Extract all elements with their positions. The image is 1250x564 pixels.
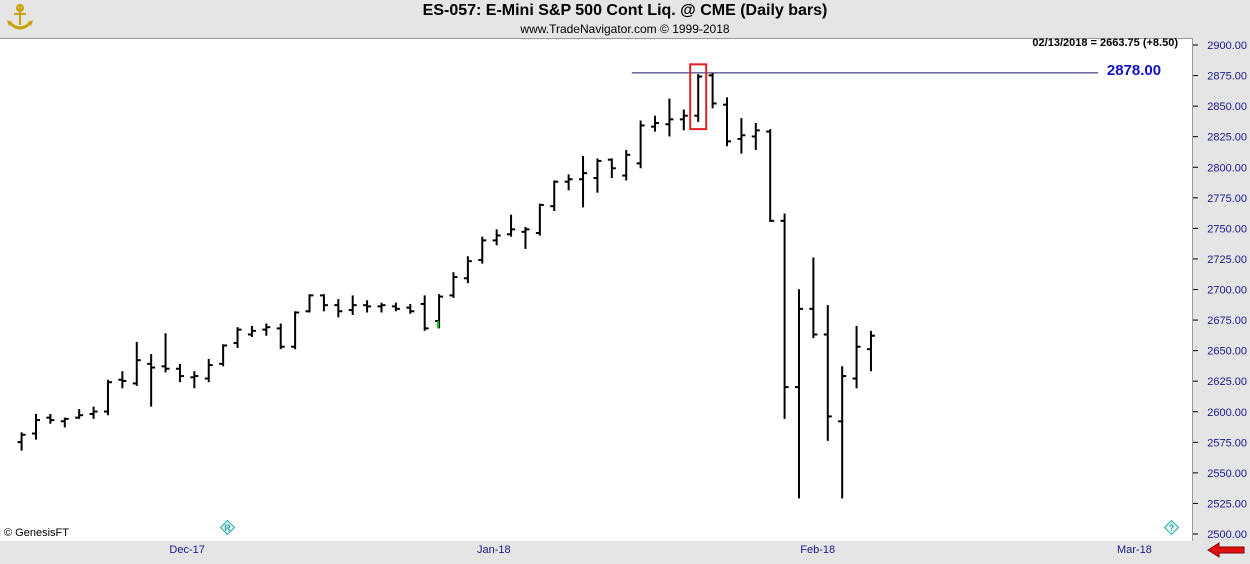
price-axis[interactable]: 2500.00 2525.00 2550.00 2575.00 2600.00 2625.… [1193, 38, 1250, 541]
ohlc-bar [46, 413, 55, 424]
ohlc-bar [363, 300, 372, 313]
ohlc-bar [694, 74, 703, 122]
ohlc-bar [147, 354, 156, 407]
ohlc-bar [507, 214, 516, 237]
price-axis-ticks: 2500.00 2525.00 2550.00 2575.00 2600.00 2625.… [1193, 40, 1247, 541]
chart-title: ES-057: E-Mini S&P 500 Cont Liq. @ CME (… [422, 2, 828, 19]
y-tick-label: 2650.00 [1207, 346, 1247, 358]
y-tick-label: 2550.00 [1207, 468, 1247, 480]
ohlc-bar [190, 371, 199, 389]
y-tick-label: 2775.00 [1207, 193, 1247, 205]
chart-header: ES-057: E-Mini S&P 500 Cont Liq. @ CME (… [0, 0, 1250, 38]
ohlc-bar [175, 363, 184, 383]
y-tick-label: 2800.00 [1207, 162, 1247, 174]
ohlc-bar [406, 303, 415, 314]
ohlc-bar [132, 341, 141, 386]
ohlc-bar [535, 203, 544, 236]
ohlc-bar [103, 379, 112, 416]
ohlc-bar [233, 327, 242, 348]
ohlc-bar [651, 115, 660, 132]
y-tick-label: 2725.00 [1207, 254, 1247, 266]
ohlc-bar [391, 302, 400, 312]
ohlc-bar [780, 213, 789, 419]
ohlc-bar [89, 406, 98, 419]
y-tick-label: 2750.00 [1207, 223, 1247, 235]
ohlc-bar [377, 302, 386, 313]
ohlc-bar [31, 413, 40, 440]
price-readout: 02/13/2018 = 2663.75 (+8.50) [1032, 37, 1178, 49]
ohlc-bar [492, 229, 501, 246]
data-credit: © GenesisFT [4, 527, 69, 539]
ohlc-bar [607, 158, 616, 179]
y-tick-label: 2900.00 [1207, 40, 1247, 52]
ohlc-bar [262, 323, 271, 336]
ohlc-bar [219, 344, 228, 367]
y-tick-label: 2625.00 [1207, 376, 1247, 388]
ohlc-bar [809, 257, 818, 339]
chart-subtitle: www.TradeNavigator.com © 1999-2018 [520, 22, 730, 36]
y-tick-label: 2700.00 [1207, 285, 1247, 297]
svg-text:R: R [224, 523, 231, 533]
ohlc-bar [204, 358, 213, 383]
ohlc-bar [478, 236, 487, 264]
ohlc-bar [161, 333, 170, 373]
ohlc-bar [334, 299, 343, 318]
y-tick-label: 2600.00 [1207, 407, 1247, 419]
ohlc-bar [319, 294, 328, 312]
ohlc-bar [463, 256, 472, 284]
ohlc-bar [866, 330, 875, 372]
svg-text:?: ? [1169, 523, 1175, 533]
highlight-box [689, 63, 708, 131]
ohlc-bar [17, 432, 26, 451]
ohlc-bar [766, 129, 775, 223]
ohlc-bar [723, 97, 732, 147]
ohlc-bar [118, 371, 127, 389]
ohlc-bar [276, 323, 285, 350]
ohlc-bar [60, 417, 69, 428]
ohlc-bar [665, 98, 674, 137]
ohlc-bar [564, 174, 573, 191]
registered-mark-icon[interactable]: R [219, 519, 236, 536]
ohlc-bar [449, 272, 458, 298]
trade-navigator-logo-icon [4, 2, 36, 34]
ohlc-bar [420, 295, 429, 331]
y-tick-label: 2500.00 [1207, 529, 1247, 541]
ohlc-bar [823, 305, 832, 441]
y-tick-label: 2525.00 [1207, 498, 1247, 510]
x-tick-label: Dec-17 [169, 544, 204, 556]
ohlc-bar [521, 226, 530, 249]
help-question-icon[interactable]: ? [1163, 519, 1180, 536]
ohlc-bar [247, 325, 256, 337]
ohlc-bar [852, 325, 861, 389]
ohlc-bar [622, 149, 631, 181]
ohlc-bar [550, 180, 559, 212]
plot-area[interactable] [0, 38, 1193, 542]
ohlc-bar [305, 294, 314, 313]
x-tick-label: Jan-18 [477, 544, 511, 556]
ohlc-bar [75, 409, 84, 419]
date-axis[interactable]: Dec-17 Jan-18 Feb-18 Mar-18 [0, 541, 1250, 559]
ohlc-bar [751, 123, 760, 150]
ohlc-bar [348, 295, 357, 315]
ohlc-bar [794, 289, 803, 499]
ohlc-bar [708, 72, 717, 109]
ohlc-bar [679, 109, 688, 131]
ohlc-bar [291, 311, 300, 350]
scroll-left-arrow-icon[interactable] [1207, 542, 1245, 558]
ohlc-bar [838, 366, 847, 499]
ohlc-bar [636, 120, 645, 169]
x-tick-label: Mar-18 [1117, 544, 1152, 556]
horizontal-line-label: 2878.00 [1106, 62, 1162, 79]
y-tick-label: 2675.00 [1207, 315, 1247, 327]
ohlc-bar [737, 118, 746, 154]
ohlc-bar [593, 158, 602, 193]
x-tick-label: Feb-18 [800, 544, 835, 556]
y-tick-label: 2850.00 [1207, 101, 1247, 113]
date-axis-ticks: Dec-17 Jan-18 Feb-18 Mar-18 [169, 544, 1152, 556]
ohlc-chart [17, 63, 1098, 499]
ohlc-bar [579, 156, 588, 208]
y-tick-label: 2825.00 [1207, 132, 1247, 144]
y-tick-label: 2575.00 [1207, 437, 1247, 449]
y-tick-label: 2875.00 [1207, 71, 1247, 83]
